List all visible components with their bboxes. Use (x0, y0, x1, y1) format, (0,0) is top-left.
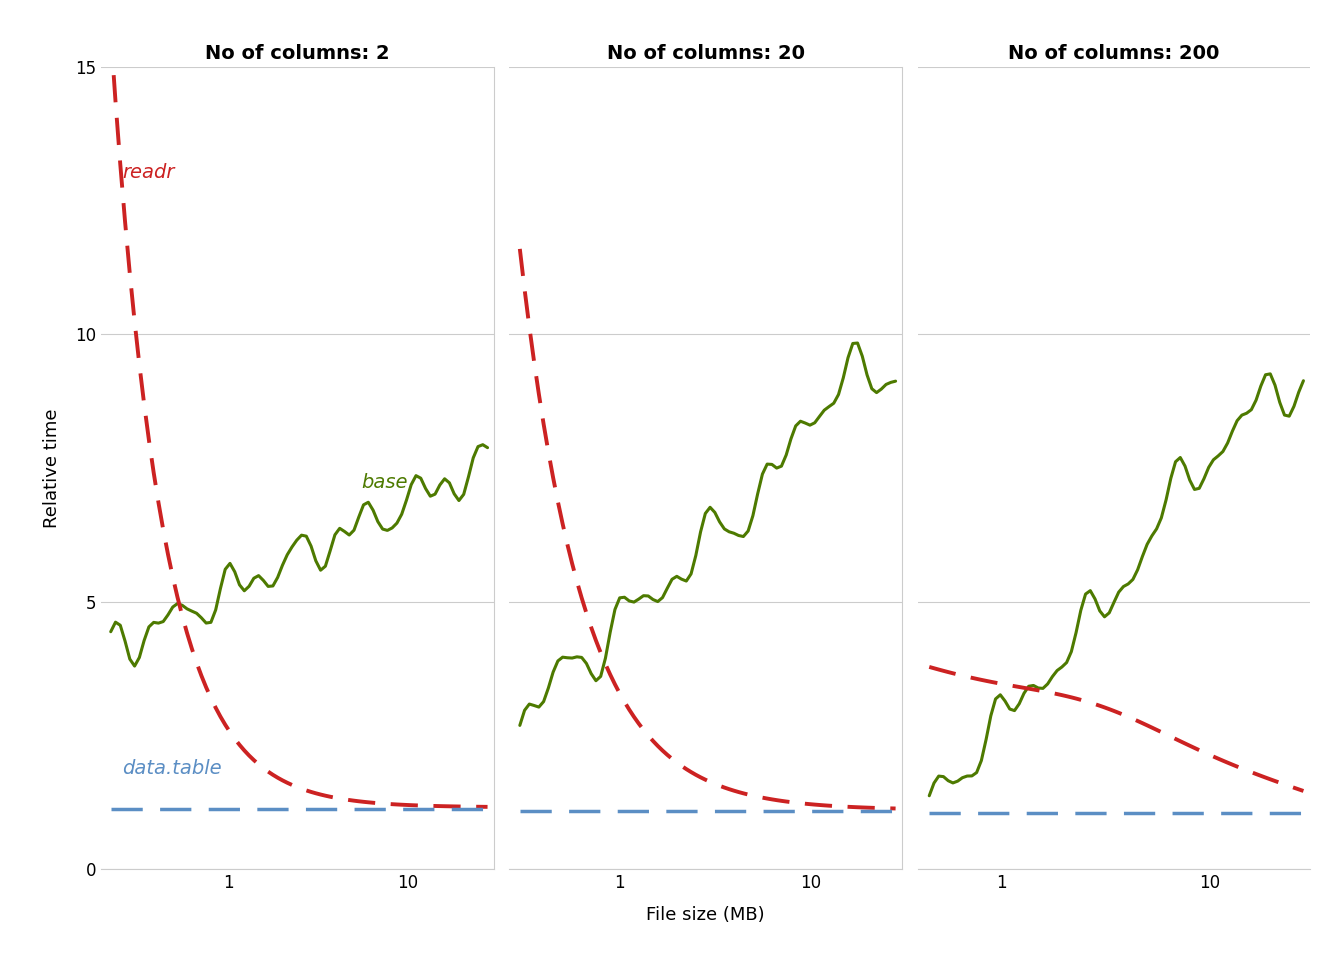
X-axis label: File size (MB): File size (MB) (646, 905, 765, 924)
Y-axis label: Relative time: Relative time (43, 408, 60, 528)
Title: No of columns: 2: No of columns: 2 (204, 44, 390, 62)
Text: base: base (362, 473, 407, 492)
Title: No of columns: 200: No of columns: 200 (1008, 44, 1220, 62)
Text: data.table: data.table (122, 759, 222, 778)
Text: readr: readr (122, 163, 175, 182)
Title: No of columns: 20: No of columns: 20 (606, 44, 805, 62)
